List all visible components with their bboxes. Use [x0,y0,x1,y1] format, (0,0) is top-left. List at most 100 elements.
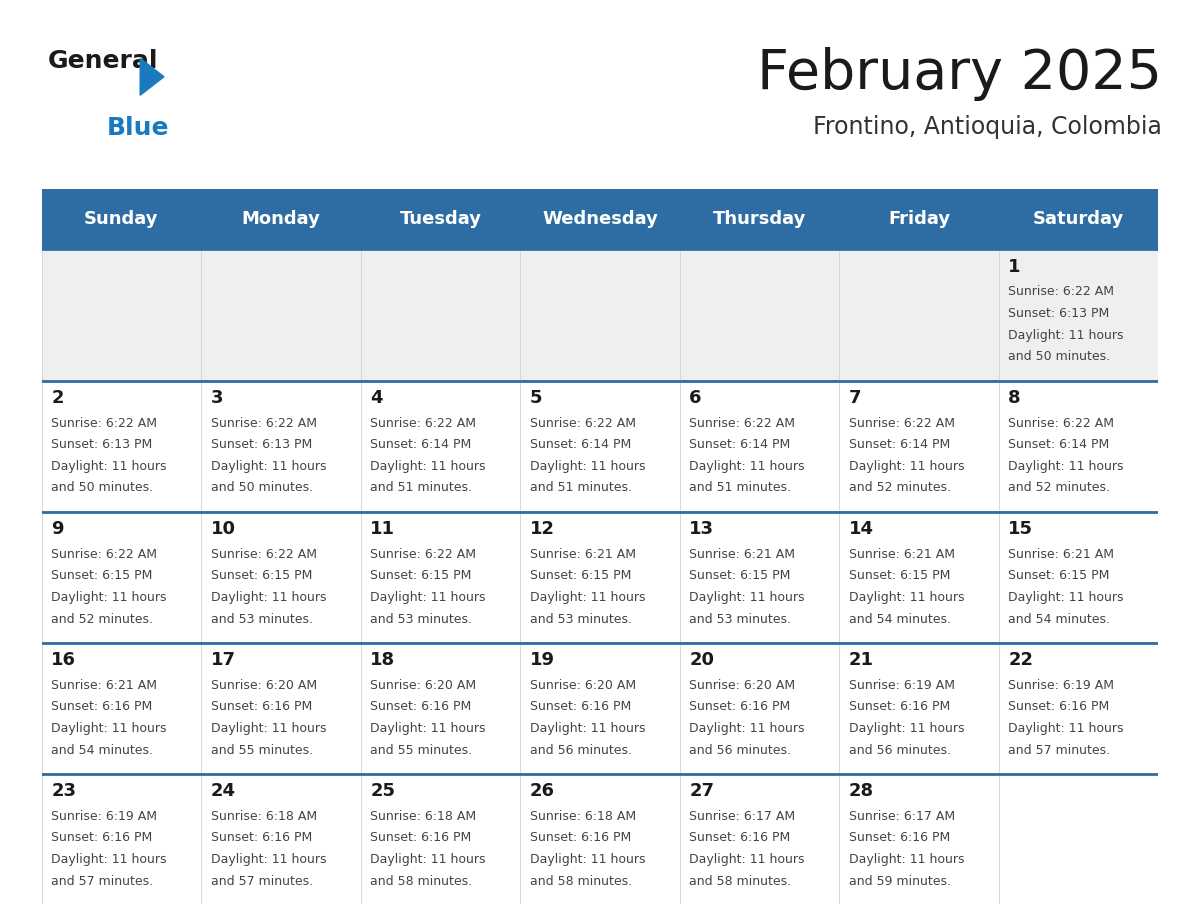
Text: Daylight: 11 hours: Daylight: 11 hours [210,853,327,866]
Text: Sunset: 6:16 PM: Sunset: 6:16 PM [51,700,152,713]
Text: Daylight: 11 hours: Daylight: 11 hours [371,591,486,604]
Text: Sunset: 6:14 PM: Sunset: 6:14 PM [689,438,790,452]
Text: and 54 minutes.: and 54 minutes. [51,744,153,756]
Text: Daylight: 11 hours: Daylight: 11 hours [1009,460,1124,473]
Text: 20: 20 [689,651,714,669]
FancyBboxPatch shape [839,380,999,511]
Text: 18: 18 [371,651,396,669]
FancyBboxPatch shape [201,380,361,511]
Text: Daylight: 11 hours: Daylight: 11 hours [530,460,645,473]
Text: and 50 minutes.: and 50 minutes. [210,481,312,495]
Text: 11: 11 [371,521,396,538]
Text: Sunrise: 6:17 AM: Sunrise: 6:17 AM [689,810,796,823]
Text: and 56 minutes.: and 56 minutes. [848,744,950,756]
Text: Sunset: 6:16 PM: Sunset: 6:16 PM [689,700,790,713]
FancyBboxPatch shape [680,380,839,511]
Text: Thursday: Thursday [713,210,807,228]
Text: Daylight: 11 hours: Daylight: 11 hours [530,722,645,735]
Text: Daylight: 11 hours: Daylight: 11 hours [689,460,804,473]
Text: and 53 minutes.: and 53 minutes. [210,612,312,625]
Text: 28: 28 [848,782,874,800]
FancyBboxPatch shape [42,249,201,380]
Text: Sunset: 6:15 PM: Sunset: 6:15 PM [51,569,152,582]
Text: Sunrise: 6:21 AM: Sunrise: 6:21 AM [689,548,795,561]
Text: 8: 8 [1009,389,1020,407]
FancyBboxPatch shape [201,642,361,773]
Text: Daylight: 11 hours: Daylight: 11 hours [848,722,965,735]
Text: Daylight: 11 hours: Daylight: 11 hours [51,853,166,866]
Text: Tuesday: Tuesday [399,210,481,228]
Text: Daylight: 11 hours: Daylight: 11 hours [689,591,804,604]
Text: and 50 minutes.: and 50 minutes. [1009,351,1111,364]
Text: Frontino, Antioquia, Colombia: Frontino, Antioquia, Colombia [813,115,1162,139]
Text: Sunset: 6:16 PM: Sunset: 6:16 PM [51,832,152,845]
FancyBboxPatch shape [520,511,680,642]
Text: and 54 minutes.: and 54 minutes. [848,612,950,625]
Text: and 50 minutes.: and 50 minutes. [51,481,153,495]
Text: and 53 minutes.: and 53 minutes. [371,612,472,625]
Text: Sunrise: 6:22 AM: Sunrise: 6:22 AM [371,548,476,561]
Text: and 51 minutes.: and 51 minutes. [371,481,472,495]
FancyBboxPatch shape [201,511,361,642]
FancyBboxPatch shape [42,773,201,904]
Text: Daylight: 11 hours: Daylight: 11 hours [848,460,965,473]
Text: Sunset: 6:16 PM: Sunset: 6:16 PM [530,700,631,713]
Text: and 51 minutes.: and 51 minutes. [530,481,632,495]
Text: Daylight: 11 hours: Daylight: 11 hours [371,853,486,866]
Text: Daylight: 11 hours: Daylight: 11 hours [371,460,486,473]
Text: Sunset: 6:16 PM: Sunset: 6:16 PM [530,832,631,845]
Text: and 59 minutes.: and 59 minutes. [848,875,950,888]
FancyBboxPatch shape [999,249,1158,380]
Text: Sunrise: 6:22 AM: Sunrise: 6:22 AM [210,548,317,561]
Text: Sunset: 6:16 PM: Sunset: 6:16 PM [848,700,950,713]
Text: 3: 3 [210,389,223,407]
Text: Daylight: 11 hours: Daylight: 11 hours [530,591,645,604]
Text: Friday: Friday [887,210,950,228]
Text: Sunset: 6:13 PM: Sunset: 6:13 PM [51,438,152,452]
Text: Daylight: 11 hours: Daylight: 11 hours [371,722,486,735]
Text: Daylight: 11 hours: Daylight: 11 hours [689,722,804,735]
Text: and 52 minutes.: and 52 minutes. [51,612,153,625]
Text: Sunset: 6:16 PM: Sunset: 6:16 PM [848,832,950,845]
Text: 5: 5 [530,389,542,407]
Text: 10: 10 [210,521,235,538]
Text: Sunset: 6:15 PM: Sunset: 6:15 PM [210,569,312,582]
Text: Sunrise: 6:18 AM: Sunrise: 6:18 AM [530,810,636,823]
FancyBboxPatch shape [839,773,999,904]
Text: and 56 minutes.: and 56 minutes. [689,744,791,756]
Text: Sunrise: 6:18 AM: Sunrise: 6:18 AM [371,810,476,823]
Text: Sunset: 6:14 PM: Sunset: 6:14 PM [530,438,631,452]
Text: Sunset: 6:16 PM: Sunset: 6:16 PM [371,832,472,845]
Text: Sunrise: 6:20 AM: Sunrise: 6:20 AM [210,678,317,692]
Text: Blue: Blue [107,117,170,140]
FancyBboxPatch shape [839,511,999,642]
Text: Sunrise: 6:18 AM: Sunrise: 6:18 AM [210,810,317,823]
Text: Sunrise: 6:20 AM: Sunrise: 6:20 AM [689,678,796,692]
FancyBboxPatch shape [361,380,520,511]
Text: 16: 16 [51,651,76,669]
Text: Sunset: 6:16 PM: Sunset: 6:16 PM [1009,700,1110,713]
Text: Daylight: 11 hours: Daylight: 11 hours [689,853,804,866]
Text: Daylight: 11 hours: Daylight: 11 hours [848,853,965,866]
Text: Sunrise: 6:22 AM: Sunrise: 6:22 AM [210,417,317,430]
Text: 12: 12 [530,521,555,538]
Text: Wednesday: Wednesday [542,210,658,228]
Text: General: General [48,49,158,73]
Text: Sunrise: 6:22 AM: Sunrise: 6:22 AM [371,417,476,430]
Text: Sunset: 6:16 PM: Sunset: 6:16 PM [210,700,312,713]
FancyBboxPatch shape [361,249,520,380]
Text: 7: 7 [848,389,861,407]
Text: 21: 21 [848,651,874,669]
Text: Sunset: 6:14 PM: Sunset: 6:14 PM [848,438,950,452]
Polygon shape [140,58,164,95]
Text: Saturday: Saturday [1032,210,1124,228]
Text: Sunset: 6:14 PM: Sunset: 6:14 PM [1009,438,1110,452]
Text: Sunset: 6:16 PM: Sunset: 6:16 PM [210,832,312,845]
Text: and 54 minutes.: and 54 minutes. [1009,612,1111,625]
Text: 9: 9 [51,521,64,538]
FancyBboxPatch shape [520,642,680,773]
Text: Sunset: 6:15 PM: Sunset: 6:15 PM [1009,569,1110,582]
Text: Daylight: 11 hours: Daylight: 11 hours [51,460,166,473]
FancyBboxPatch shape [680,511,839,642]
Text: 15: 15 [1009,521,1034,538]
